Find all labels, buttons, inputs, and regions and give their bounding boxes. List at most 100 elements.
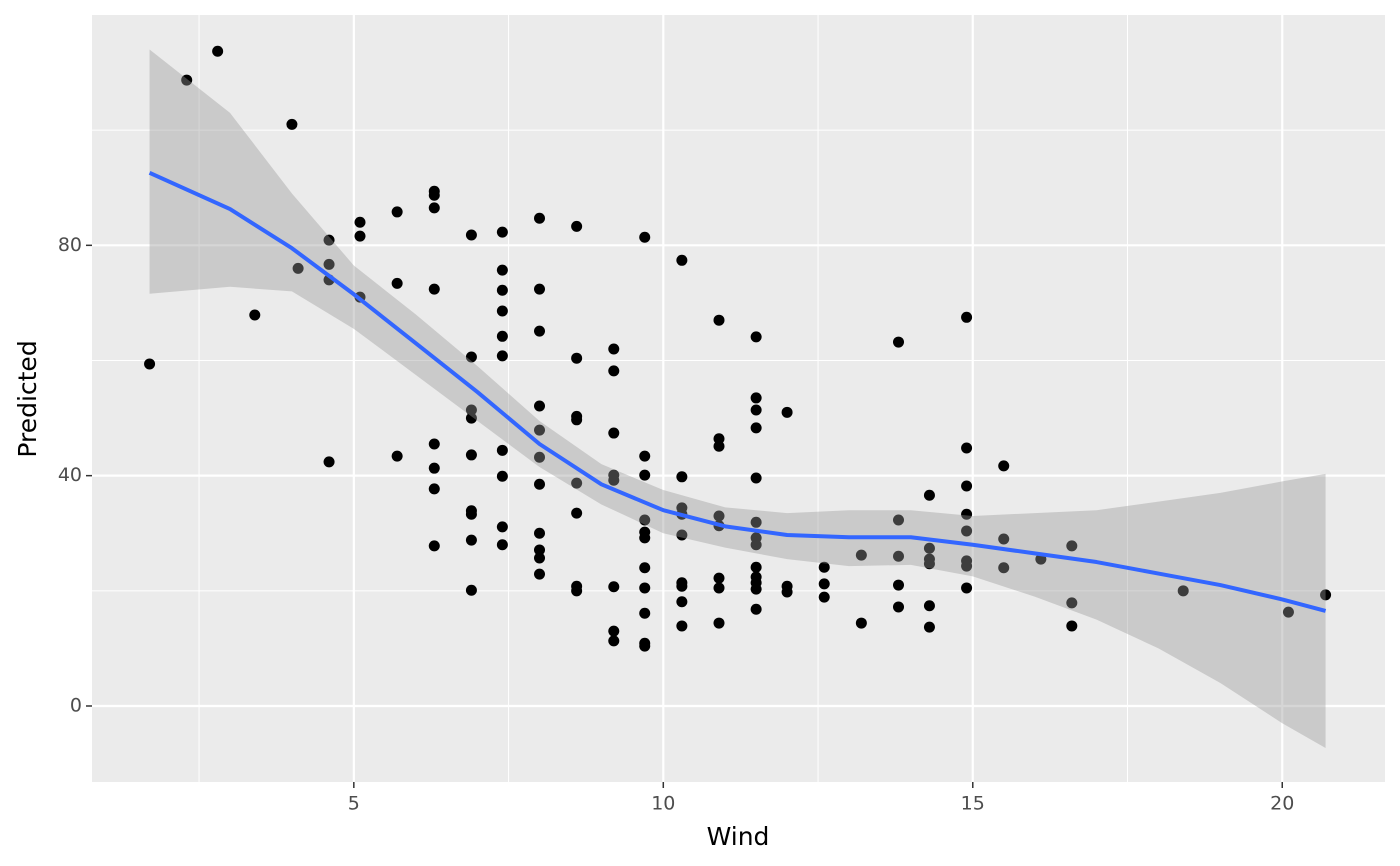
point [961, 311, 973, 323]
point [534, 451, 546, 463]
point [750, 603, 762, 615]
point [923, 542, 935, 554]
point [639, 532, 651, 544]
point [676, 580, 688, 592]
point [534, 424, 546, 436]
point [961, 442, 973, 454]
point [428, 189, 440, 201]
point [1177, 585, 1189, 597]
point [391, 450, 403, 462]
panel [92, 15, 1385, 782]
point [534, 325, 546, 337]
point [923, 600, 935, 612]
point [571, 414, 583, 426]
point [465, 449, 477, 461]
point [818, 578, 830, 590]
point [534, 544, 546, 556]
point [639, 469, 651, 481]
point [893, 579, 905, 591]
point [639, 450, 651, 462]
point [496, 226, 508, 238]
point [713, 582, 725, 594]
point [639, 514, 651, 526]
point [496, 470, 508, 482]
point [391, 206, 403, 218]
x-tick-label: 5 [348, 793, 360, 815]
point [354, 216, 366, 228]
y-tick-label: 80 [58, 234, 82, 256]
point [998, 533, 1010, 545]
point [676, 529, 688, 541]
x-tick-label: 15 [961, 793, 985, 815]
point [676, 471, 688, 483]
point [893, 601, 905, 613]
point [639, 562, 651, 574]
point [676, 254, 688, 266]
point [465, 229, 477, 241]
point [571, 352, 583, 364]
point [608, 474, 620, 486]
y-axis-title: Predicted [13, 340, 42, 457]
point [893, 550, 905, 562]
point [496, 264, 508, 276]
point [923, 621, 935, 633]
point [750, 472, 762, 484]
point [676, 620, 688, 632]
y-tick-label: 0 [70, 694, 82, 716]
point [639, 607, 651, 619]
point [534, 568, 546, 580]
point [608, 625, 620, 637]
point [465, 404, 477, 416]
point [323, 234, 335, 246]
point [750, 583, 762, 595]
point [534, 400, 546, 412]
point [923, 558, 935, 570]
point [212, 45, 224, 57]
point [713, 314, 725, 326]
point [818, 591, 830, 603]
point [608, 427, 620, 439]
point [428, 438, 440, 450]
point [1282, 606, 1294, 618]
point [496, 284, 508, 296]
point [750, 392, 762, 404]
point [496, 350, 508, 362]
point [750, 516, 762, 528]
point [1066, 540, 1078, 552]
point [1320, 589, 1332, 601]
confidence-band [149, 49, 1326, 749]
point [571, 220, 583, 232]
point [534, 212, 546, 224]
point [998, 562, 1010, 574]
point [750, 422, 762, 434]
point [923, 489, 935, 501]
point [428, 462, 440, 474]
point [961, 480, 973, 492]
point [465, 584, 477, 596]
point [323, 258, 335, 270]
point [428, 283, 440, 295]
point [1066, 620, 1078, 632]
point [534, 527, 546, 539]
point [781, 406, 793, 418]
point [571, 507, 583, 519]
point [608, 635, 620, 647]
point [428, 540, 440, 552]
point [465, 534, 477, 546]
point [781, 586, 793, 598]
point [534, 552, 546, 564]
point [465, 351, 477, 363]
point [571, 585, 583, 597]
point [292, 262, 304, 274]
point [496, 444, 508, 456]
point [391, 277, 403, 289]
point [496, 539, 508, 551]
point [181, 74, 193, 86]
point [465, 412, 477, 424]
point [961, 525, 973, 537]
point [639, 231, 651, 243]
point [428, 483, 440, 495]
point [750, 404, 762, 416]
point [893, 336, 905, 348]
